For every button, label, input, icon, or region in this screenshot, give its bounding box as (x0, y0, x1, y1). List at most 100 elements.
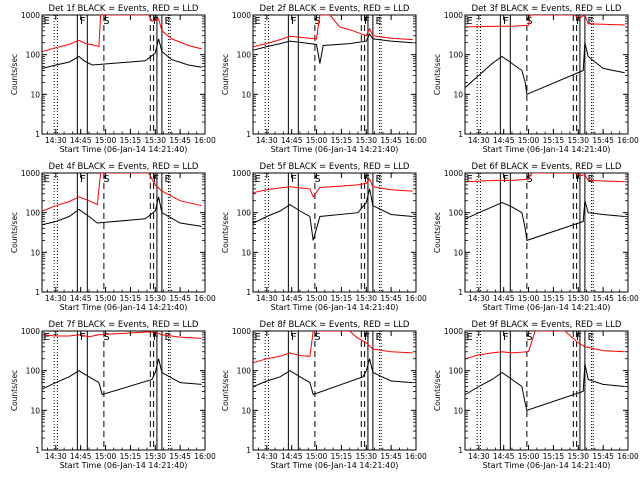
y-tick-label: 1 (35, 130, 40, 139)
series-line-events (42, 358, 202, 396)
x-tick-label: 15:00 (95, 294, 117, 303)
x-tick-label: 14:45 (281, 294, 303, 303)
event-marker-letter: F (503, 174, 509, 185)
event-marker-letter: E (165, 16, 171, 27)
y-tick-label: 1 (458, 288, 463, 297)
series-line-lld (253, 15, 413, 48)
x-tick-label: 15:00 (306, 294, 328, 303)
plot-frame (41, 172, 206, 293)
series-line-lld (465, 331, 625, 360)
panel-title: Det 8f BLACK = Events, RED = LLD (260, 320, 410, 330)
x-tick-label: 15:45 (380, 136, 402, 145)
panel-title: Det 3f BLACK = Events, RED = LLD (472, 4, 622, 14)
x-axis-label: Start Time (06-Jan-14 14:21:40) (271, 145, 399, 154)
x-tick-label: 15:15 (120, 452, 142, 461)
x-tick-label: 15:30 (567, 452, 589, 461)
y-tick-label: 1 (246, 288, 251, 297)
event-marker-letter: E (255, 16, 261, 27)
event-marker-letter: S (103, 332, 109, 343)
plot-frame (252, 14, 417, 135)
event-marker-letter: F (153, 332, 159, 343)
event-marker-letter: E (376, 332, 382, 343)
x-tick-label: 14:30 (45, 136, 67, 145)
y-tick-label: 100 (26, 367, 41, 376)
x-tick-label: 15:30 (355, 452, 377, 461)
x-axis-label: Start Time (06-Jan-14 14:21:40) (271, 303, 399, 312)
panel-title: Det 4f BLACK = Events, RED = LLD (49, 162, 199, 172)
x-axis-label: Start Time (06-Jan-14 14:21:40) (60, 145, 188, 154)
event-marker-letter: F (364, 174, 370, 185)
y-tick-label: 10 (453, 90, 463, 99)
y-axis-label: Counts/sec (221, 212, 230, 253)
event-marker-letter: E (467, 332, 473, 343)
plot-frame (252, 330, 417, 451)
x-tick-label: 15:30 (144, 452, 166, 461)
event-marker-letter: E (44, 174, 50, 185)
y-tick-label: 10 (453, 406, 463, 415)
x-axis-label: Start Time (06-Jan-14 14:21:40) (60, 461, 188, 470)
x-tick-label: 14:30 (468, 136, 490, 145)
event-marker-letter: F (153, 174, 159, 185)
x-tick-label: 16:00 (617, 136, 639, 145)
y-axis-label: Counts/sec (10, 370, 19, 411)
event-marker-letter: E (255, 332, 261, 343)
event-marker-letter: E (467, 174, 473, 185)
x-tick-label: 14:45 (493, 136, 515, 145)
x-tick-label: 16:00 (405, 294, 427, 303)
x-tick-label: 16:00 (194, 294, 216, 303)
event-marker-letter: F (364, 332, 370, 343)
series-line-lld (42, 15, 202, 52)
event-marker-letter: S (526, 174, 532, 185)
series-line-events (465, 363, 625, 411)
event-marker-letter: E (44, 332, 50, 343)
y-tick-label: 10 (30, 406, 40, 415)
x-tick-label: 15:45 (169, 136, 191, 145)
series-line-events (465, 200, 625, 242)
x-tick-label: 14:45 (281, 452, 303, 461)
x-tick-label: 15:00 (306, 452, 328, 461)
event-marker-letter: F (576, 16, 582, 27)
x-tick-label: 15:30 (144, 294, 166, 303)
series-line-events (253, 33, 413, 64)
y-tick-label: 1 (35, 288, 40, 297)
y-tick-label: 10 (30, 248, 40, 257)
x-tick-label: 15:15 (331, 294, 353, 303)
x-tick-label: 15:30 (355, 294, 377, 303)
x-tick-label: 14:30 (468, 294, 490, 303)
event-marker-letter: E (376, 174, 382, 185)
y-tick-label: 100 (237, 367, 252, 376)
x-axis-label: Start Time (06-Jan-14 14:21:40) (483, 461, 611, 470)
x-axis-label: Start Time (06-Jan-14 14:21:40) (483, 303, 611, 312)
plot-frame (464, 330, 629, 451)
event-marker-letter: F (291, 16, 297, 27)
x-tick-label: 15:45 (592, 294, 614, 303)
x-tick-label: 15:45 (169, 294, 191, 303)
series-line-events (253, 188, 413, 241)
series-line-lld (42, 331, 202, 339)
event-marker-letter: F (153, 16, 159, 27)
x-tick-label: 15:45 (169, 452, 191, 461)
x-tick-label: 15:00 (518, 136, 540, 145)
x-tick-label: 14:30 (45, 294, 67, 303)
series-line-lld (465, 173, 625, 183)
y-tick-label: 1 (35, 446, 40, 455)
event-marker-letter: S (314, 332, 320, 343)
event-marker-letter: F (80, 16, 86, 27)
y-axis-label: Counts/sec (10, 212, 19, 253)
x-tick-label: 14:45 (281, 136, 303, 145)
x-tick-label: 14:30 (256, 136, 278, 145)
y-tick-label: 1000 (232, 169, 251, 178)
x-tick-label: 15:45 (380, 452, 402, 461)
event-marker-letter: F (576, 174, 582, 185)
panel-title: Det 6f BLACK = Events, RED = LLD (472, 162, 622, 172)
x-tick-label: 15:30 (144, 136, 166, 145)
x-tick-label: 16:00 (194, 136, 216, 145)
event-marker-letter: E (44, 16, 50, 27)
y-axis-label: Counts/sec (221, 370, 230, 411)
y-tick-label: 1 (458, 446, 463, 455)
y-tick-label: 1000 (21, 169, 40, 178)
